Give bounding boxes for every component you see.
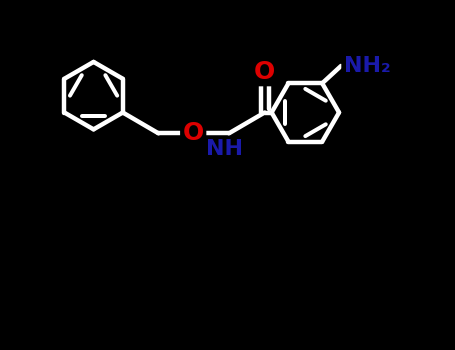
Text: NH: NH xyxy=(207,139,243,159)
Text: O: O xyxy=(182,121,204,145)
Text: O: O xyxy=(254,60,275,84)
Text: NH₂: NH₂ xyxy=(344,56,390,76)
